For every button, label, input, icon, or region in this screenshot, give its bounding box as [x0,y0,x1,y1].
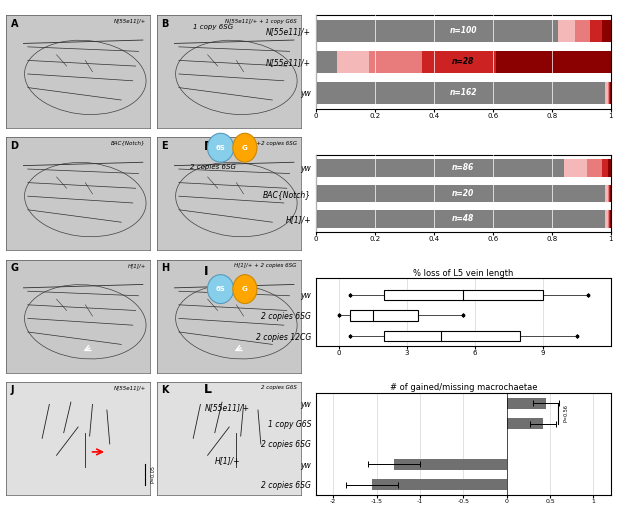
Text: G: G [242,145,248,150]
Text: N[55e11]/+ + 1 copy G6S: N[55e11]/+ + 1 copy G6S [225,19,297,24]
Bar [316,210,605,228]
Bar [590,20,602,41]
Text: BAC{Notch}+2 copies 6SG: BAC{Notch}+2 copies 6SG [222,141,297,146]
Text: n=48: n=48 [452,215,474,223]
Bar [394,459,507,470]
Bar [576,20,590,41]
Ellipse shape [25,40,146,115]
Text: A: A [10,19,18,29]
Bar [384,331,520,341]
Text: K: K [162,385,169,395]
Bar [507,418,543,429]
Text: P=0.56: P=0.56 [564,405,569,422]
Ellipse shape [25,285,146,359]
Bar [316,82,605,104]
Bar [350,310,418,321]
Ellipse shape [233,275,257,304]
Bar [316,20,558,41]
Ellipse shape [176,163,297,237]
Text: N[55e11]/+: N[55e11]/+ [205,403,250,412]
Text: 6S: 6S [216,145,225,150]
Text: N[55e11]/+: N[55e11]/+ [114,385,146,390]
Text: H[1]/+: H[1]/+ [215,456,240,465]
Bar [422,51,496,73]
Bar [336,51,369,73]
Bar [369,51,422,73]
Text: 2 copies 6SG: 2 copies 6SG [189,165,236,170]
Ellipse shape [176,285,297,359]
Bar [605,82,608,104]
Text: H[1]/+: H[1]/+ [209,286,234,295]
Point [458,312,468,320]
Bar [605,210,608,228]
Ellipse shape [176,40,297,115]
Bar [384,290,543,300]
Bar [605,184,608,203]
Point [345,332,355,340]
Bar [316,184,605,203]
Text: L: L [204,383,212,396]
Text: J: J [10,385,14,395]
Text: H: H [162,263,170,273]
Text: G: G [10,263,19,273]
Ellipse shape [207,275,234,304]
Text: n=86: n=86 [452,164,474,173]
Bar [608,82,610,104]
Text: I: I [204,265,209,278]
Text: D: D [10,141,19,151]
Point [345,291,355,299]
Bar [587,159,602,177]
Ellipse shape [207,133,234,162]
Bar [316,51,336,73]
Bar [496,51,611,73]
Text: P=0.05: P=0.05 [151,466,155,483]
Text: N[55e11]/+: N[55e11]/+ [114,19,146,24]
Text: n=28: n=28 [452,58,474,66]
Bar [372,479,507,490]
Text: B: B [162,19,169,29]
Text: n=162: n=162 [450,88,477,97]
Text: 6S: 6S [216,286,225,292]
Bar [507,397,546,409]
Bar [608,210,610,228]
Point [572,332,582,340]
Point [334,312,344,320]
Text: n=20: n=20 [452,189,474,198]
Text: 2 copies G6S: 2 copies G6S [261,385,297,390]
Title: # of gained/missing macrochaetae: # of gained/missing macrochaetae [389,383,537,392]
Text: F: F [204,140,212,153]
Text: BAC{Notch}: BAC{Notch} [111,141,146,146]
Point [583,291,593,299]
Text: H[1]/+ + 2 copies 6SG: H[1]/+ + 2 copies 6SG [234,263,297,268]
Text: E: E [162,141,168,151]
Bar [602,159,608,177]
Text: G: G [242,286,248,292]
Ellipse shape [233,133,257,162]
Text: 1 copy 6SG: 1 copy 6SG [193,24,233,30]
Text: H[1]/+: H[1]/+ [127,263,146,268]
Bar [316,159,564,177]
Text: n=100: n=100 [450,26,477,35]
Ellipse shape [25,163,146,237]
Bar [608,159,611,177]
Title: % loss of L5 vein length: % loss of L5 vein length [413,269,513,278]
Bar [602,20,611,41]
Bar [564,159,587,177]
Bar [608,184,610,203]
Bar [558,20,576,41]
